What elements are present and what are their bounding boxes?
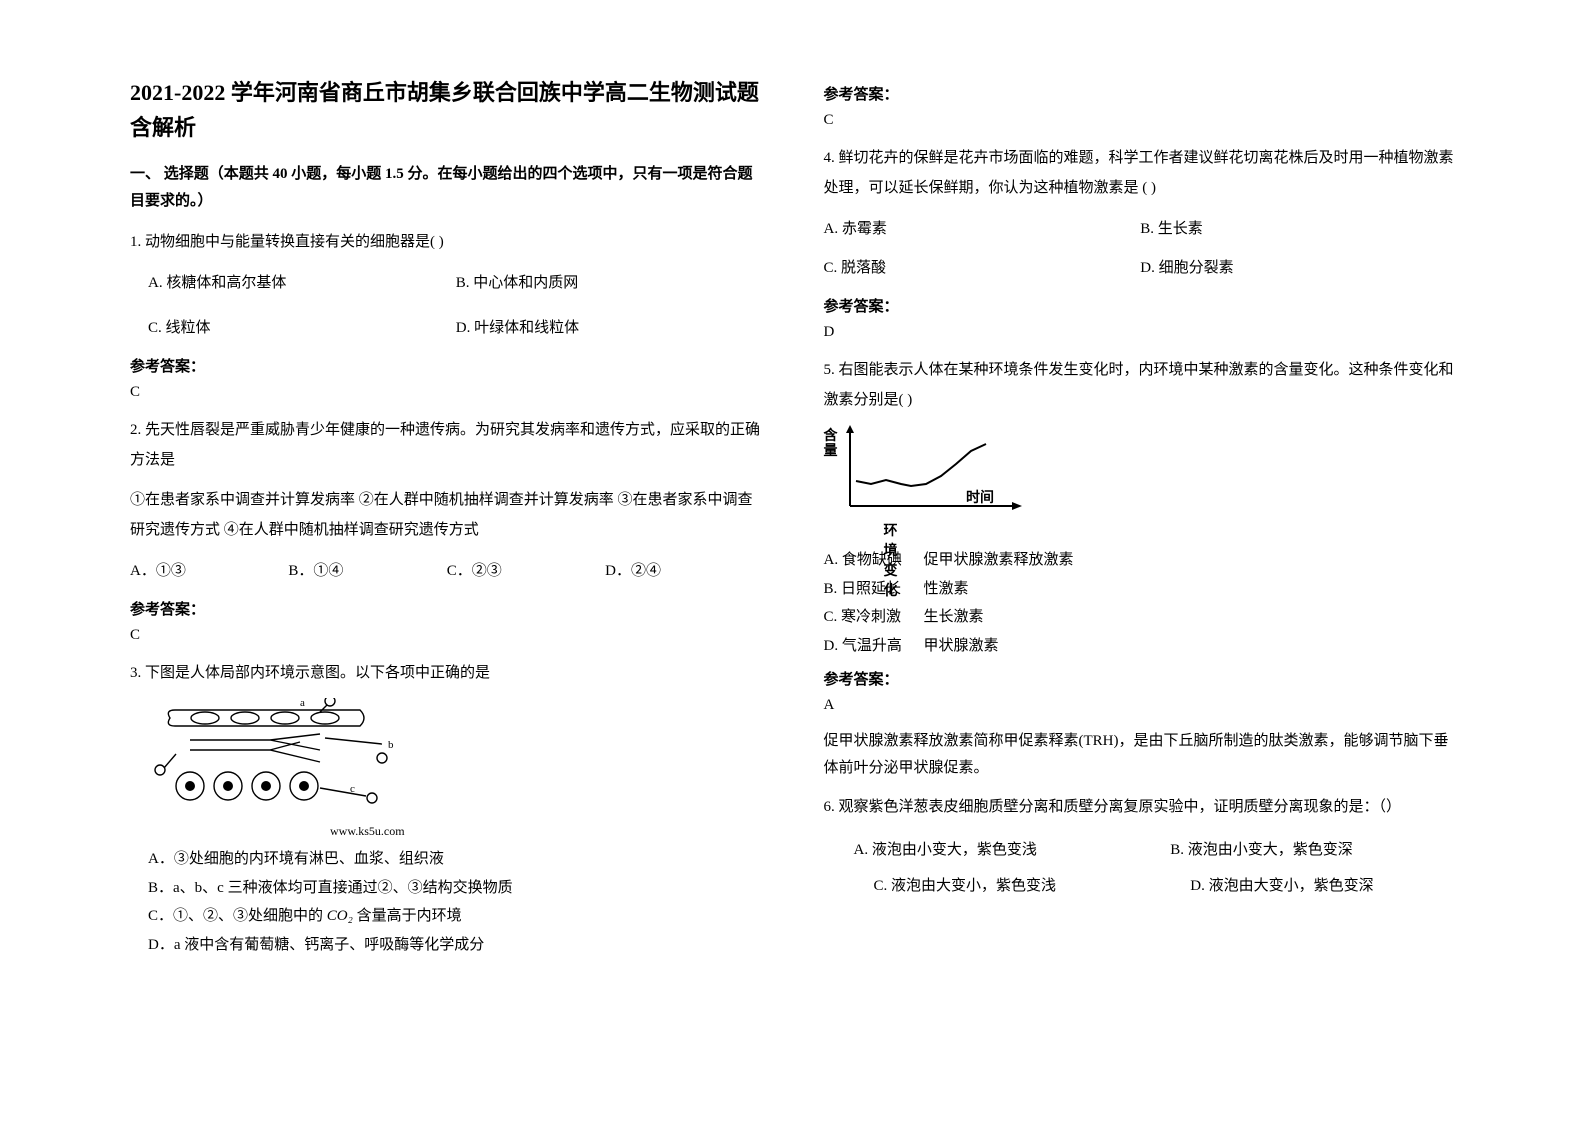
- q2-option-a: A．①③: [130, 555, 288, 588]
- q3-option-a: A．③处细胞的内环境有淋巴、血浆、组织液: [130, 845, 764, 874]
- q5-option-hormone: 促甲状腺激素释放激素: [924, 546, 1458, 575]
- right-column: 参考答案： C 4. 鲜切花卉的保鲜是花卉市场面临的难题，科学工作者建议鲜花切离…: [794, 75, 1488, 1082]
- q5-option-row: C. 寒冷刺激生长激素: [824, 603, 1458, 632]
- q5-stem: 5. 右图能表示人体在某种环境条件发生变化时，内环境中某种激素的含量变化。这种条…: [824, 355, 1458, 415]
- q3-option-c-pre: C．①、②、③处细胞中的: [148, 908, 327, 924]
- left-column: 2021-2022 学年河南省商丘市胡集乡联合回族中学高二生物测试题含解析 一、…: [100, 75, 794, 1082]
- q2-option-d: D．②④: [605, 555, 763, 588]
- q6-options: A. 液泡由小变大，紫色变浅 B. 液泡由小变大，紫色变深 C. 液泡由大变小，…: [824, 832, 1458, 904]
- q5-option-hormone: 性激素: [924, 575, 1458, 604]
- svg-text:b: b: [388, 739, 394, 751]
- q5-chart: 含量 时间 环境变化: [824, 425, 1458, 520]
- document-title: 2021-2022 学年河南省商丘市胡集乡联合回族中学高二生物测试题含解析: [130, 75, 764, 145]
- q2-options: A．①③ B．①④ C．②③ D．②④: [130, 555, 764, 588]
- q1-answer: C: [130, 384, 764, 401]
- q4-option-b: B. 生长素: [1140, 213, 1457, 246]
- q3-option-c: C．①、②、③处细胞中的 CO₂ 含量高于内环境: [130, 902, 764, 931]
- q3-answer: C: [824, 112, 1458, 129]
- q3-diagram: a b c: [150, 698, 764, 818]
- q6-option-d: D. 液泡由大变小，紫色变深: [1140, 868, 1457, 904]
- svg-text:时间: 时间: [966, 489, 994, 506]
- q5-option-row: B. 日照延长性激素: [824, 575, 1458, 604]
- q4-option-d: D. 细胞分裂素: [1140, 252, 1457, 285]
- q1-option-c: C. 线粒体: [148, 312, 456, 345]
- q2-stem: 2. 先天性唇裂是严重威胁青少年健康的一种遗传病。为研究其发病率和遗传方式，应采…: [130, 415, 764, 475]
- q4-answer: D: [824, 324, 1458, 341]
- q1-option-b: B. 中心体和内质网: [456, 267, 764, 300]
- q5-y-axis-label: 含量: [824, 425, 844, 460]
- section-1-heading: 一、 选择题（本题共 40 小题，每小题 1.5 分。在每小题给出的四个选项中，…: [130, 161, 764, 215]
- q5-option-hormone: 甲状腺激素: [924, 632, 1458, 661]
- q2-sub-statements: ①在患者家系中调查并计算发病率 ②在人群中随机抽样调查并计算发病率 ③在患者家系…: [130, 485, 764, 545]
- q5-option-condition: B. 日照延长: [824, 575, 924, 604]
- q3-answer-label: 参考答案：: [824, 83, 1458, 104]
- q5-option-condition: A. 食物缺碘: [824, 546, 924, 575]
- q1-option-a: A. 核糖体和高尔基体: [148, 267, 456, 300]
- q4-stem: 4. 鲜切花卉的保鲜是花卉市场面临的难题，科学工作者建议鲜花切离花株后及时用一种…: [824, 143, 1458, 203]
- svg-text:a: a: [300, 698, 305, 709]
- q4-answer-label: 参考答案：: [824, 295, 1458, 316]
- q4-option-a: A. 赤霉素: [824, 213, 1141, 246]
- q5-explanation: 促甲状腺激素释放激素简称甲促素释素(TRH)，是由下丘脑所制造的肽类激素，能够调…: [824, 728, 1458, 782]
- q6-option-a: A. 液泡由小变大，紫色变浅: [824, 832, 1141, 868]
- q3-stem: 3. 下图是人体局部内环境示意图。以下各项中正确的是: [130, 658, 764, 688]
- q5-options: A. 食物缺碘促甲状腺激素释放激素B. 日照延长性激素C. 寒冷刺激生长激素D.…: [824, 546, 1458, 660]
- q3-option-d: D．a 液中含有葡萄糖、钙离子、呼吸酶等化学成分: [130, 931, 764, 960]
- q5-answer: A: [824, 697, 1458, 714]
- q2-answer-label: 参考答案：: [130, 598, 764, 619]
- q3-option-c-co2: CO₂: [327, 908, 353, 924]
- q2-option-c: C．②③: [447, 555, 605, 588]
- q5-option-hormone: 生长激素: [924, 603, 1458, 632]
- q6-option-c: C. 液泡由大变小，紫色变浅: [824, 868, 1141, 904]
- q3-figure-source: www.ks5u.com: [330, 824, 764, 839]
- q1-answer-label: 参考答案：: [130, 355, 764, 376]
- q5-option-row: D. 气温升高甲状腺激素: [824, 632, 1458, 661]
- q6-option-b: B. 液泡由小变大，紫色变深: [1140, 832, 1457, 868]
- q1-stem: 1. 动物细胞中与能量转换直接有关的细胞器是( ): [130, 227, 764, 257]
- q4-options: A. 赤霉素 B. 生长素 C. 脱落酸 D. 细胞分裂素: [824, 213, 1458, 285]
- q5-option-row: A. 食物缺碘促甲状腺激素释放激素: [824, 546, 1458, 575]
- q1-options: A. 核糖体和高尔基体 B. 中心体和内质网 C. 线粒体 D. 叶绿体和线粒体: [130, 267, 764, 345]
- q3-option-c-post: 含量高于内环境: [353, 908, 462, 924]
- q5-sub-label: 环境变化: [884, 520, 898, 600]
- q5-option-condition: C. 寒冷刺激: [824, 603, 924, 632]
- q1-option-d: D. 叶绿体和线粒体: [456, 312, 764, 345]
- q6-stem: 6. 观察紫色洋葱表皮细胞质壁分离和质壁分离复原实验中，证明质壁分离现象的是：（…: [824, 792, 1458, 822]
- q5-option-condition: D. 气温升高: [824, 632, 924, 661]
- q5-chart-svg: 时间: [844, 425, 1024, 520]
- q4-option-c: C. 脱落酸: [824, 252, 1141, 285]
- q3-option-b: B．a、b、c 三种液体均可直接通过②、③结构交换物质: [130, 874, 764, 903]
- q5-answer-label: 参考答案：: [824, 668, 1458, 689]
- q2-option-b: B．①④: [288, 555, 446, 588]
- q2-answer: C: [130, 627, 764, 644]
